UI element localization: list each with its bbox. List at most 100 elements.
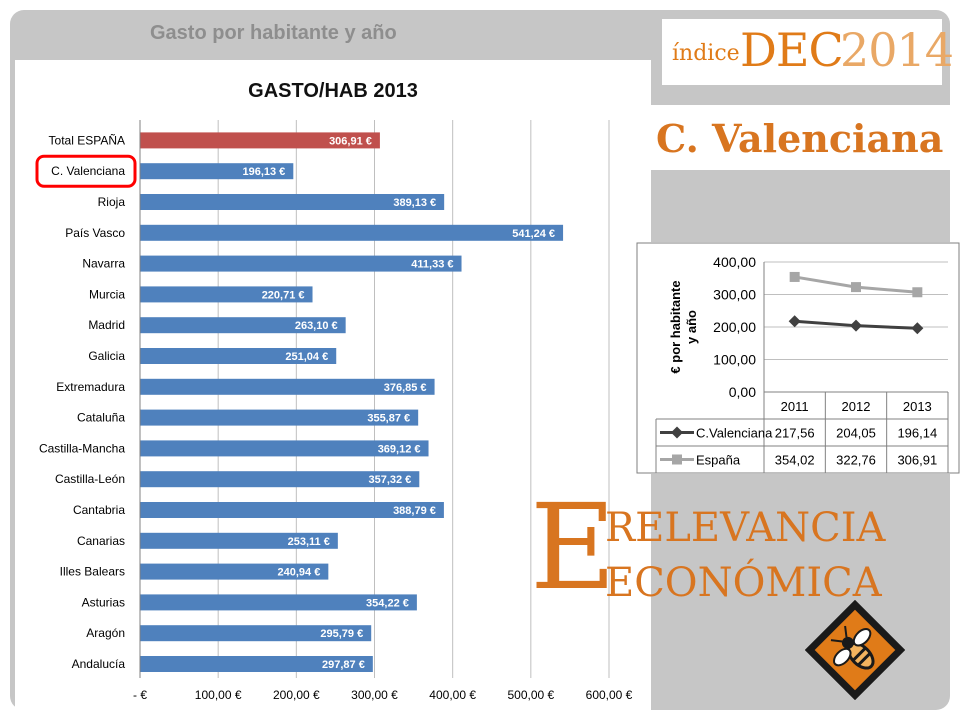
- bar-value-label: 355,87 €: [367, 413, 410, 425]
- bar-value-label: 369,12 €: [378, 443, 421, 455]
- bar-chart-panel: GASTO/HAB 2013 - € 100,00 € 200,00 € 300,00…: [15, 60, 651, 712]
- x-tick-label: 200,00 €: [273, 688, 320, 702]
- bar: [140, 594, 417, 611]
- line-chart: 0,00 100,00 200,00 300,00 400,00 € por habita…: [636, 242, 960, 474]
- logo-prefix: índice: [672, 41, 740, 66]
- category-label: Castilla-Mancha: [39, 441, 125, 455]
- series-marker: [851, 282, 861, 293]
- category-label: Cantabria: [73, 503, 125, 517]
- bar-value-label: 220,71 €: [262, 289, 305, 301]
- bar: [140, 471, 420, 488]
- bar: [140, 286, 313, 303]
- bar: [140, 502, 444, 518]
- y-tick-label: 200,00: [713, 319, 756, 335]
- x-category-label: 2012: [842, 399, 871, 414]
- table-value: 204,05: [836, 426, 876, 441]
- bar-value-label: 376,85 €: [384, 382, 427, 394]
- bar-chart-title: GASTO/HAB 2013: [248, 80, 418, 102]
- x-tick-label: 600,00 €: [586, 688, 633, 702]
- category-label: País Vasco: [65, 226, 125, 240]
- series-marker: [789, 271, 800, 282]
- category-label: Murcia: [89, 287, 125, 301]
- bar: [140, 563, 329, 580]
- table-value: 306,91: [897, 453, 937, 468]
- x-tick-label: 100,00 €: [195, 688, 242, 702]
- bar-value-label: 251,04 €: [285, 351, 328, 363]
- slide-title: Gasto por habitante y año: [150, 22, 397, 44]
- bar: [140, 656, 373, 672]
- y-axis-label-line: y año: [684, 310, 699, 344]
- category-label: Cataluña: [77, 411, 125, 425]
- relevance-letter: E: [530, 478, 617, 616]
- bar-value-label: 388,79 €: [393, 505, 436, 517]
- x-category-label: 2011: [781, 399, 809, 414]
- category-label: Andalucía: [72, 657, 126, 671]
- bar-value-label: 411,33 €: [411, 259, 453, 271]
- category-label: Madrid: [88, 318, 125, 332]
- x-tick-label: 500,00 €: [507, 688, 554, 702]
- series-marker: [911, 322, 924, 335]
- bar: [140, 163, 294, 180]
- category-label: Navarra: [82, 257, 125, 271]
- bar: [140, 224, 564, 241]
- category-label: Galicia: [88, 349, 125, 363]
- table-value: 217,56: [775, 426, 815, 441]
- legend-marker: [671, 426, 683, 439]
- logo-dec: DEC: [740, 23, 844, 77]
- category-label: C. Valenciana: [51, 164, 125, 178]
- bar: [140, 255, 462, 272]
- bar-chart: - € 100,00 € 200,00 € 300,00 € 400,00 € 500,0…: [35, 120, 633, 702]
- y-axis-label: € por habitantey año: [668, 280, 699, 373]
- bar: [140, 317, 346, 334]
- relevance-line-2: ECONÓMICA: [605, 560, 882, 606]
- category-label: Aragón: [86, 626, 125, 640]
- category-label: Rioja: [98, 195, 126, 209]
- bar-value-label: 253,11 €: [288, 536, 330, 548]
- bar: [140, 532, 338, 549]
- bar: [140, 194, 445, 210]
- bar: [140, 378, 435, 395]
- bar-value-label: 240,94 €: [278, 567, 321, 579]
- category-label: Canarias: [77, 534, 125, 548]
- line-chart-panel: 0,00 100,00 200,00 300,00 400,00 € por habita…: [636, 242, 960, 474]
- region-title: C. Valenciana: [656, 116, 944, 161]
- y-axis-label-line: € por habitante: [668, 280, 683, 373]
- bar-value-label: 389,13 €: [393, 197, 436, 209]
- series-marker: [788, 315, 801, 328]
- bar: [140, 625, 372, 642]
- y-tick-label: 300,00: [713, 287, 756, 303]
- category-label: Castilla-León: [55, 472, 125, 486]
- table-value: 354,02: [775, 453, 815, 468]
- table-value: 322,76: [836, 453, 876, 468]
- bar-value-label: 354,22 €: [366, 597, 409, 609]
- bar: [140, 132, 380, 149]
- series-marker: [912, 287, 923, 298]
- category-label: Extremadura: [56, 380, 125, 394]
- legend-label: C.Valenciana: [696, 426, 773, 441]
- x-category-label: 2013: [903, 399, 932, 414]
- bar-value-label: 196,13 €: [242, 166, 285, 178]
- bar: [140, 409, 419, 426]
- category-label: Total ESPAÑA: [49, 133, 125, 147]
- bar-value-label: 297,87 €: [322, 659, 365, 671]
- category-label: Asturias: [82, 595, 125, 609]
- bar: [140, 440, 429, 457]
- x-tick-label: 300,00 €: [351, 688, 398, 702]
- highlight-circle: [35, 154, 137, 188]
- category-label: Illes Balears: [60, 565, 125, 579]
- x-tick-label: 400,00 €: [429, 688, 476, 702]
- indice-dec-logo: índice DEC 2014: [662, 19, 954, 85]
- bar-value-label: 306,91 €: [329, 135, 372, 147]
- bar: [140, 348, 337, 364]
- y-tick-label: 0,00: [729, 384, 756, 400]
- bar-value-label: 263,10 €: [295, 320, 338, 332]
- bar-value-label: 541,24 €: [512, 228, 555, 240]
- bar-value-label: 357,32 €: [368, 474, 411, 486]
- y-tick-label: 400,00: [713, 254, 756, 270]
- table-value: 196,14: [897, 426, 937, 441]
- legend-label: España: [696, 453, 741, 468]
- series-marker: [850, 319, 862, 332]
- bee-logo-icon: [805, 600, 905, 700]
- x-tick-label: - €: [133, 688, 147, 702]
- y-tick-label: 100,00: [713, 352, 756, 368]
